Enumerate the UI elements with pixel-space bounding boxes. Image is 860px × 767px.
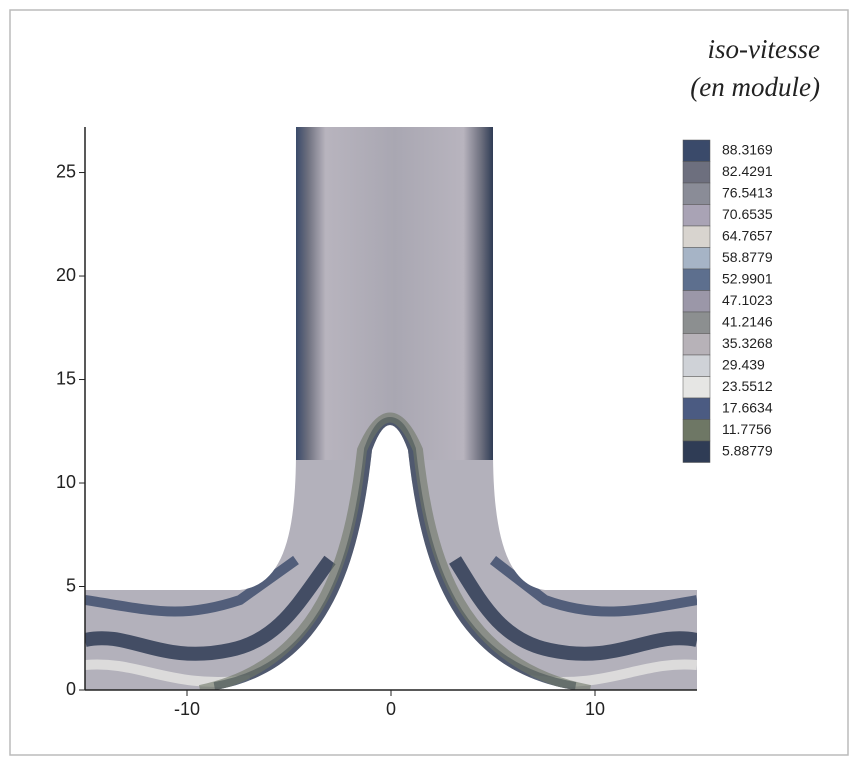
chart-title: iso-vitesse (708, 34, 820, 64)
legend-label: 88.3169 (722, 141, 773, 157)
legend-swatch (682, 182, 711, 205)
y-tick-label: 25 (56, 161, 76, 181)
y-tick-label: 0 (66, 679, 76, 699)
legend-swatch (682, 440, 711, 463)
x-tick-label: 0 (386, 699, 396, 719)
legend-swatch (682, 354, 711, 377)
y-tick-label: 5 (66, 575, 76, 595)
chart-subtitle: (en module) (690, 72, 820, 102)
legend-label: 35.3268 (722, 335, 773, 351)
legend-label: 64.7657 (722, 227, 773, 243)
legend-swatch (682, 333, 711, 356)
legend-label: 29.439 (722, 356, 765, 372)
y-tick-label: 15 (56, 368, 76, 388)
contour-field (85, 127, 697, 690)
legend-label: 47.1023 (722, 292, 773, 308)
legend-label: 82.4291 (722, 163, 773, 179)
legend-swatch (682, 290, 711, 313)
legend-swatch (682, 247, 711, 270)
legend-swatch (682, 376, 711, 399)
x-tick-label: 10 (585, 699, 605, 719)
legend-label: 17.6634 (722, 399, 773, 415)
legend-label: 76.5413 (722, 184, 773, 200)
legend-label: 23.5512 (722, 378, 773, 394)
legend-swatch (682, 204, 711, 227)
legend-label: 11.7756 (722, 421, 772, 437)
y-tick-label: 10 (56, 472, 76, 492)
legend-label: 52.9901 (722, 270, 773, 286)
x-tick-label: -10 (174, 699, 200, 719)
y-tick-label: 20 (56, 265, 76, 285)
legend-label: 70.6535 (722, 206, 773, 222)
legend-swatch (682, 311, 711, 334)
legend-label: 41.2146 (722, 313, 773, 329)
legend-label: 5.88779 (722, 442, 773, 458)
legend-swatch (682, 139, 711, 162)
legend-swatch (682, 419, 711, 442)
frame (9, 9, 849, 756)
legend-swatch (682, 397, 711, 420)
legend-swatch (682, 225, 711, 248)
legend-label: 58.8779 (722, 249, 773, 265)
legend-swatch (682, 268, 711, 291)
legend-swatch (682, 161, 711, 184)
